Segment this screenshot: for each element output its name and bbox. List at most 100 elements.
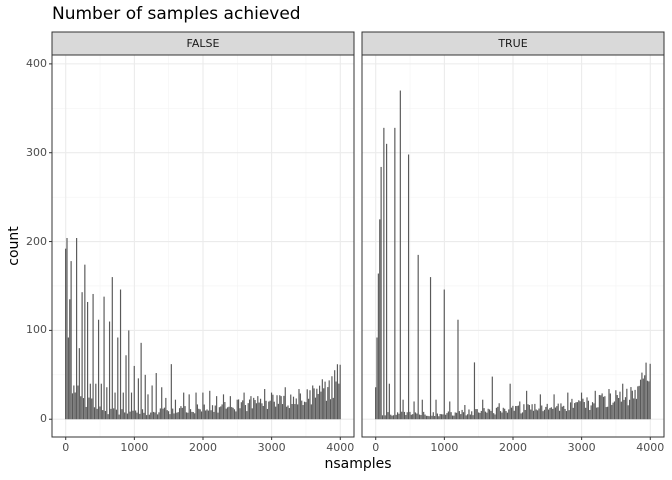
histogram-bar bbox=[70, 261, 72, 420]
histogram-bar bbox=[74, 392, 76, 420]
histogram-bar bbox=[569, 402, 572, 420]
histogram-bar bbox=[210, 410, 212, 420]
histogram-bar bbox=[528, 404, 530, 420]
histogram-bar bbox=[97, 319, 100, 420]
y-tick-label: 300 bbox=[26, 145, 47, 159]
histogram-bar bbox=[264, 389, 266, 420]
histogram-bar bbox=[580, 392, 583, 420]
histogram-bar bbox=[239, 408, 241, 420]
histogram-bar bbox=[268, 401, 270, 420]
histogram-bar bbox=[523, 404, 525, 420]
histogram-bar bbox=[467, 414, 469, 420]
histogram-bar bbox=[242, 400, 244, 420]
histogram-bar bbox=[177, 412, 179, 420]
histogram-bar bbox=[594, 390, 596, 420]
histogram-bar bbox=[96, 408, 98, 420]
histogram-bar bbox=[589, 409, 591, 420]
histogram-bar bbox=[78, 348, 80, 420]
histogram-bar bbox=[133, 365, 135, 420]
histogram-bar bbox=[209, 390, 211, 420]
histogram-bar bbox=[438, 416, 440, 420]
histogram-bar bbox=[303, 401, 306, 420]
histogram-bar bbox=[486, 412, 488, 420]
histogram-bar bbox=[314, 397, 317, 420]
histogram-bar bbox=[465, 415, 467, 420]
histogram-bar bbox=[187, 412, 189, 420]
histogram-bar bbox=[462, 412, 465, 420]
histogram-bar bbox=[376, 337, 378, 420]
histogram-bar bbox=[498, 403, 500, 420]
histogram-bar bbox=[93, 407, 96, 420]
histogram-bar bbox=[71, 393, 74, 420]
histogram-bar bbox=[424, 414, 426, 420]
histogram-bar bbox=[128, 330, 130, 420]
histogram-bar bbox=[572, 407, 574, 420]
facet-strip-label: TRUE bbox=[498, 37, 528, 50]
histogram-bar bbox=[336, 364, 339, 420]
histogram-bar bbox=[399, 90, 401, 420]
histogram-bar bbox=[286, 406, 288, 420]
histogram-bar bbox=[612, 402, 614, 420]
histogram-bar bbox=[102, 410, 104, 420]
histogram-bar bbox=[218, 407, 220, 420]
histogram-bar bbox=[397, 412, 399, 420]
histogram-bar bbox=[506, 412, 508, 420]
histogram-bar bbox=[568, 410, 570, 420]
histogram-bar bbox=[626, 388, 628, 420]
histogram-bar bbox=[521, 412, 524, 420]
histogram-bar bbox=[174, 399, 177, 420]
histogram-bar bbox=[258, 402, 260, 420]
histogram-bar bbox=[630, 387, 632, 420]
histogram-bar bbox=[402, 399, 404, 420]
histogram-bar bbox=[100, 383, 102, 420]
histogram-bar bbox=[151, 385, 153, 420]
histogram-bar bbox=[417, 254, 419, 420]
histogram-bar bbox=[541, 405, 543, 420]
histogram-bar bbox=[85, 406, 87, 420]
histogram-bar bbox=[491, 376, 493, 420]
histogram-bar bbox=[73, 385, 75, 420]
histogram-bar bbox=[405, 415, 407, 420]
histogram-bar bbox=[166, 410, 168, 420]
histogram-bar bbox=[479, 412, 481, 420]
histogram-bar bbox=[113, 408, 115, 420]
histogram-bar bbox=[586, 397, 588, 420]
histogram-bar bbox=[225, 408, 227, 420]
histogram-bar bbox=[395, 414, 397, 420]
histogram-bar bbox=[596, 407, 598, 420]
histogram-bar bbox=[482, 399, 484, 420]
histogram-bar bbox=[635, 398, 638, 420]
histogram-bar bbox=[565, 411, 568, 420]
histogram-bar bbox=[545, 406, 547, 420]
histogram-bar bbox=[475, 409, 477, 420]
histogram-bar bbox=[67, 337, 69, 420]
histogram-bar bbox=[126, 413, 128, 420]
histogram-bar bbox=[549, 407, 551, 420]
histogram-bar bbox=[461, 409, 463, 420]
histogram-bar bbox=[410, 414, 412, 420]
histogram-bar bbox=[639, 379, 642, 420]
histogram-bar bbox=[515, 406, 517, 420]
histogram-bar bbox=[275, 406, 277, 420]
histogram-bars bbox=[65, 238, 341, 420]
histogram-bar bbox=[423, 411, 425, 420]
histogram-bar bbox=[440, 414, 443, 420]
x-tick-label: 3000 bbox=[567, 441, 596, 454]
histogram-bar bbox=[250, 396, 252, 420]
histogram-bar bbox=[509, 383, 511, 420]
histogram-bar bbox=[526, 390, 528, 420]
histogram-bar bbox=[172, 408, 174, 420]
histogram-bar bbox=[602, 396, 605, 420]
histogram-bar bbox=[291, 403, 293, 420]
histogram-bar bbox=[159, 408, 161, 420]
histogram-bar bbox=[269, 400, 271, 420]
histogram-bar bbox=[449, 401, 451, 420]
x-tick-label: 4000 bbox=[326, 441, 355, 454]
histogram-bar bbox=[443, 289, 445, 420]
histogram-bar bbox=[542, 411, 544, 420]
histogram-bar bbox=[571, 398, 573, 420]
histogram-bar bbox=[139, 413, 141, 420]
histogram-bar bbox=[627, 405, 629, 420]
histogram-bar bbox=[428, 416, 430, 420]
